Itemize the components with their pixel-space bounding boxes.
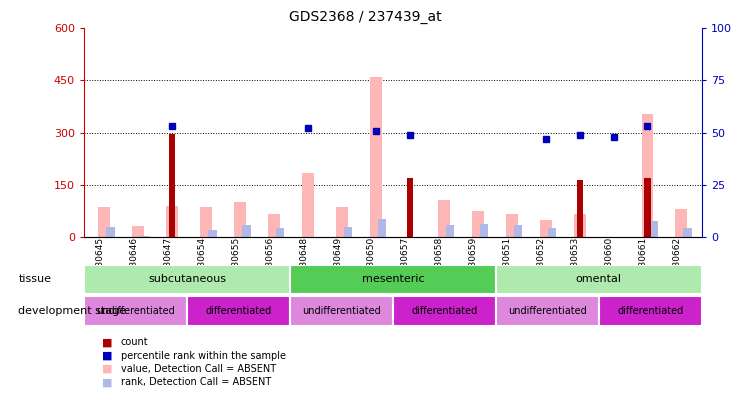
Bar [496,296,599,326]
Bar [642,113,654,237]
Bar [675,209,687,237]
Bar [577,179,583,237]
Text: GSM30653: GSM30653 [571,237,580,286]
Text: GSM30661: GSM30661 [638,237,648,286]
Text: GSM30655: GSM30655 [231,237,240,286]
Bar [471,211,484,237]
Text: rank, Detection Call = ABSENT: rank, Detection Call = ABSENT [121,377,271,387]
Text: GSM30648: GSM30648 [299,237,308,286]
Bar [378,219,386,237]
Bar [649,221,658,237]
Bar [645,178,651,237]
Bar [514,225,522,237]
Text: count: count [121,337,148,347]
Text: differentiated: differentiated [617,306,683,316]
Text: subcutaneous: subcutaneous [148,275,226,284]
Text: GSM30659: GSM30659 [469,237,478,286]
Bar [438,200,450,237]
Text: undifferentiated: undifferentiated [508,306,587,316]
Bar [276,228,284,237]
Bar [506,214,518,237]
Text: GSM30646: GSM30646 [129,237,138,286]
Bar [539,220,552,237]
Bar [599,296,702,326]
Bar [370,77,382,237]
Bar [446,226,454,237]
Text: GSM30645: GSM30645 [96,237,105,286]
Bar [480,224,488,237]
Bar [106,227,115,237]
Text: differentiated: differentiated [205,306,272,316]
Text: omental: omental [576,275,622,284]
Text: ■: ■ [102,377,113,387]
Bar [393,296,496,326]
Text: GSM30662: GSM30662 [673,237,681,286]
Bar [548,228,556,237]
Text: value, Detection Call = ABSENT: value, Detection Call = ABSENT [121,364,276,374]
Bar [683,228,692,237]
Bar [268,214,280,237]
Text: undifferentiated: undifferentiated [96,306,175,316]
Bar [187,296,290,326]
Bar [242,225,251,237]
Bar [99,207,110,237]
Bar [290,265,496,294]
Bar [234,202,246,237]
Bar [167,206,178,237]
Text: GSM30660: GSM30660 [605,237,613,286]
Bar [140,236,148,237]
Text: differentiated: differentiated [412,306,477,316]
Bar [200,207,212,237]
Bar [132,226,144,237]
Text: undifferentiated: undifferentiated [302,306,381,316]
Text: GDS2368 / 237439_at: GDS2368 / 237439_at [289,10,442,24]
Text: development stage: development stage [18,306,126,316]
Text: tissue: tissue [18,275,51,284]
Bar [574,214,586,237]
Text: mesenteric: mesenteric [362,275,424,284]
Text: ■: ■ [102,364,113,374]
Text: GSM30652: GSM30652 [537,237,545,286]
Bar [170,134,175,237]
Bar [496,265,702,294]
Bar [302,173,314,237]
Text: GSM30649: GSM30649 [333,237,342,286]
Text: GSM30658: GSM30658 [435,237,444,286]
Text: ■: ■ [102,351,113,360]
Bar [407,178,413,237]
Bar [344,227,352,237]
Bar [84,296,187,326]
Text: ■: ■ [102,337,113,347]
Text: GSM30650: GSM30650 [367,237,376,286]
Text: GSM30647: GSM30647 [163,237,173,286]
Text: GSM30654: GSM30654 [197,237,206,286]
Bar [208,230,216,237]
Bar [84,265,290,294]
Text: GSM30651: GSM30651 [503,237,512,286]
Text: percentile rank within the sample: percentile rank within the sample [121,351,286,360]
Text: GSM30656: GSM30656 [265,237,274,286]
Bar [290,296,393,326]
Bar [336,207,348,237]
Text: GSM30657: GSM30657 [401,237,410,286]
